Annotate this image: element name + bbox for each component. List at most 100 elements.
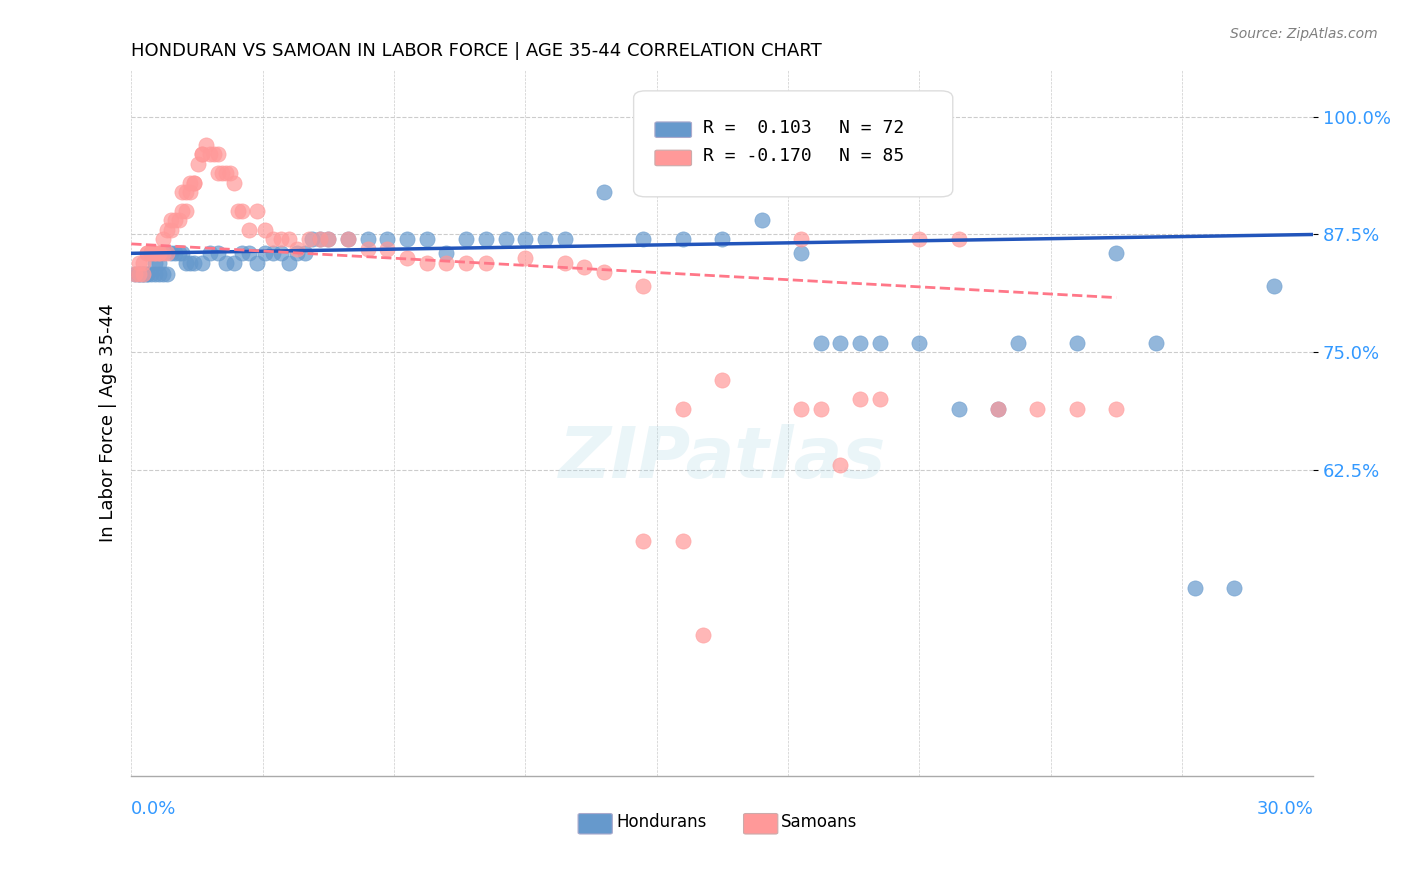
Point <box>1066 401 1088 416</box>
Point <box>128 267 150 281</box>
Point <box>908 335 931 350</box>
Point <box>218 166 240 180</box>
Point <box>172 203 194 218</box>
Point <box>554 256 576 270</box>
Point <box>187 157 209 171</box>
Point <box>475 256 498 270</box>
Text: 30.0%: 30.0% <box>1257 799 1313 818</box>
Point <box>751 213 773 227</box>
Point <box>156 246 179 260</box>
Point <box>207 147 229 161</box>
Point <box>179 176 201 190</box>
Point <box>356 242 378 256</box>
Point <box>152 246 174 260</box>
Point <box>132 256 155 270</box>
Point <box>231 246 253 260</box>
Point <box>262 232 284 246</box>
Point <box>262 246 284 260</box>
Point <box>246 256 269 270</box>
Point <box>148 267 170 281</box>
Point <box>849 335 872 350</box>
Point <box>207 246 229 260</box>
Point <box>948 401 970 416</box>
Point <box>191 147 214 161</box>
Point <box>1026 401 1049 416</box>
Point <box>987 401 1010 416</box>
Point <box>156 267 179 281</box>
Point <box>1223 581 1246 595</box>
Text: N = 72: N = 72 <box>839 119 904 136</box>
Point <box>143 246 166 260</box>
Point <box>1184 581 1206 595</box>
Point <box>810 401 832 416</box>
Point <box>159 223 181 237</box>
Point <box>231 203 253 218</box>
Point <box>416 232 439 246</box>
Point <box>751 157 773 171</box>
Point <box>377 242 399 256</box>
Point <box>316 232 339 246</box>
Point <box>711 374 734 388</box>
Y-axis label: In Labor Force | Age 35-44: In Labor Force | Age 35-44 <box>100 303 117 542</box>
Point <box>849 392 872 407</box>
Point <box>136 246 159 260</box>
Point <box>495 232 517 246</box>
Point <box>1105 246 1128 260</box>
Point <box>297 232 319 246</box>
Point <box>436 256 458 270</box>
Point <box>198 147 221 161</box>
FancyBboxPatch shape <box>578 814 613 834</box>
Point <box>128 267 150 281</box>
Point <box>238 223 260 237</box>
FancyBboxPatch shape <box>744 814 778 834</box>
Point <box>336 232 359 246</box>
Point <box>191 147 214 161</box>
Point <box>1066 335 1088 350</box>
Point <box>672 533 695 548</box>
Point <box>810 335 832 350</box>
Text: HONDURAN VS SAMOAN IN LABOR FORCE | AGE 35-44 CORRELATION CHART: HONDURAN VS SAMOAN IN LABOR FORCE | AGE … <box>131 42 823 60</box>
Point <box>396 232 419 246</box>
Text: R = -0.170: R = -0.170 <box>703 147 813 165</box>
Point <box>294 246 316 260</box>
Point <box>176 256 198 270</box>
FancyBboxPatch shape <box>655 150 692 166</box>
Point <box>211 166 233 180</box>
Point <box>377 232 399 246</box>
Point <box>222 176 245 190</box>
Text: R =  0.103: R = 0.103 <box>703 119 813 136</box>
Point <box>270 232 292 246</box>
Point <box>124 267 146 281</box>
Text: Hondurans: Hondurans <box>616 813 706 831</box>
Point <box>179 256 201 270</box>
Point <box>159 213 181 227</box>
Point <box>152 232 174 246</box>
Point <box>136 267 159 281</box>
Point <box>139 246 162 260</box>
Point <box>176 203 198 218</box>
Point <box>711 232 734 246</box>
Point <box>163 213 186 227</box>
Point <box>148 256 170 270</box>
Text: Source: ZipAtlas.com: Source: ZipAtlas.com <box>1230 27 1378 41</box>
Point <box>128 267 150 281</box>
Point <box>908 232 931 246</box>
Point <box>790 401 813 416</box>
FancyBboxPatch shape <box>634 91 953 197</box>
Point <box>554 232 576 246</box>
Point <box>692 628 714 642</box>
Point <box>215 166 238 180</box>
Point <box>222 256 245 270</box>
Point <box>128 256 150 270</box>
Point <box>132 267 155 281</box>
Point <box>316 232 339 246</box>
Point <box>1263 279 1285 293</box>
Point <box>132 267 155 281</box>
Point <box>163 246 186 260</box>
Point <box>672 401 695 416</box>
Point <box>309 232 332 246</box>
Point <box>270 246 292 260</box>
Point <box>1007 335 1029 350</box>
Point <box>148 246 170 260</box>
Text: 0.0%: 0.0% <box>131 799 177 818</box>
